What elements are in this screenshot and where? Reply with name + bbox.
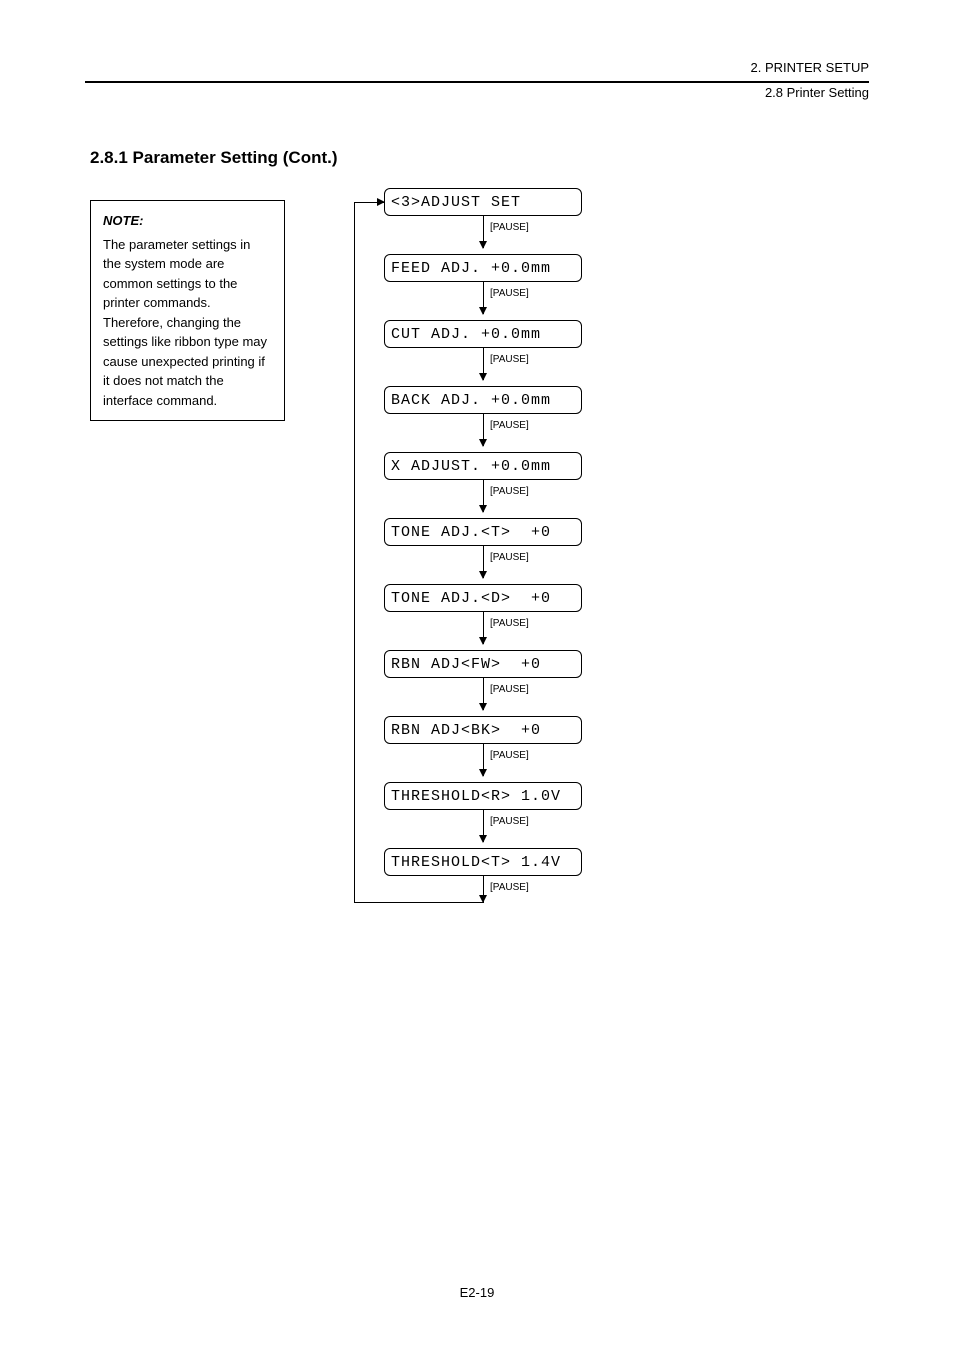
flow-box-back-adj: BACK ADJ. +0.0mm xyxy=(384,386,582,414)
flow-row: THRESHOLD<T> 1.4V [PAUSE] xyxy=(372,848,602,904)
flow-row: TONE ADJ.<D> +0 [PAUSE] xyxy=(372,584,602,650)
key-label: [PAUSE] xyxy=(490,684,529,695)
key-label: [PAUSE] xyxy=(490,354,529,365)
key-label: [PAUSE] xyxy=(490,618,529,629)
arrow-down-icon xyxy=(483,744,484,776)
arrow-down-icon xyxy=(483,282,484,314)
flow-box-threshold-r: THRESHOLD<R> 1.0V xyxy=(384,782,582,810)
note-box: NOTE: The parameter settings in the syst… xyxy=(90,200,285,421)
note-body: The parameter settings in the system mod… xyxy=(103,235,272,411)
key-label: [PAUSE] xyxy=(490,750,529,761)
arrow-down-icon xyxy=(483,876,484,902)
flow-box-adjust-set: <3>ADJUST SET xyxy=(384,188,582,216)
flow-row: TONE ADJ.<T> +0 [PAUSE] xyxy=(372,518,602,584)
flow-row: RBN ADJ<FW> +0 [PAUSE] xyxy=(372,650,602,716)
note-title: NOTE: xyxy=(103,211,272,231)
key-label: [PAUSE] xyxy=(490,882,529,893)
section-title: 2.8.1 Parameter Setting (Cont.) xyxy=(90,148,338,168)
key-label: [PAUSE] xyxy=(490,816,529,827)
key-label: [PAUSE] xyxy=(490,222,529,233)
flow-row: THRESHOLD<R> 1.0V [PAUSE] xyxy=(372,782,602,848)
arrow-down-icon xyxy=(483,348,484,380)
flow-row: FEED ADJ. +0.0mm [PAUSE] xyxy=(372,254,602,320)
key-label: [PAUSE] xyxy=(490,552,529,563)
page-header: 2. PRINTER SETUP 2.8 Printer Setting xyxy=(85,60,869,106)
header-section-ref: 2.8 Printer Setting xyxy=(85,85,869,100)
flow-row: BACK ADJ. +0.0mm [PAUSE] xyxy=(372,386,602,452)
flow-box-x-adjust: X ADJUST. +0.0mm xyxy=(384,452,582,480)
arrow-down-icon xyxy=(483,480,484,512)
flowchart: <3>ADJUST SET [PAUSE] FEED ADJ. +0.0mm [… xyxy=(372,188,602,904)
arrow-down-icon xyxy=(483,810,484,842)
flow-box-tone-adj-d: TONE ADJ.<D> +0 xyxy=(384,584,582,612)
key-label: [PAUSE] xyxy=(490,288,529,299)
arrow-down-icon xyxy=(483,612,484,644)
return-line-vertical xyxy=(354,202,355,902)
flow-box-threshold-t: THRESHOLD<T> 1.4V xyxy=(384,848,582,876)
flow-row: CUT ADJ. +0.0mm [PAUSE] xyxy=(372,320,602,386)
flow-box-rbn-adj-bk: RBN ADJ<BK> +0 xyxy=(384,716,582,744)
key-label: [PAUSE] xyxy=(490,420,529,431)
flow-box-cut-adj: CUT ADJ. +0.0mm xyxy=(384,320,582,348)
arrow-down-icon xyxy=(483,414,484,446)
header-chapter: 2. PRINTER SETUP xyxy=(85,60,869,75)
header-divider xyxy=(85,81,869,83)
flow-box-rbn-adj-fw: RBN ADJ<FW> +0 xyxy=(384,650,582,678)
page-number: E2-19 xyxy=(0,1285,954,1300)
flow-box-tone-adj-t: TONE ADJ.<T> +0 xyxy=(384,518,582,546)
arrow-down-icon xyxy=(483,678,484,710)
arrow-down-icon xyxy=(483,546,484,578)
flow-row: <3>ADJUST SET [PAUSE] xyxy=(372,188,602,254)
flow-box-feed-adj: FEED ADJ. +0.0mm xyxy=(384,254,582,282)
key-label: [PAUSE] xyxy=(490,486,529,497)
flow-row: RBN ADJ<BK> +0 [PAUSE] xyxy=(372,716,602,782)
flow-row: X ADJUST. +0.0mm [PAUSE] xyxy=(372,452,602,518)
arrow-down-icon xyxy=(483,216,484,248)
